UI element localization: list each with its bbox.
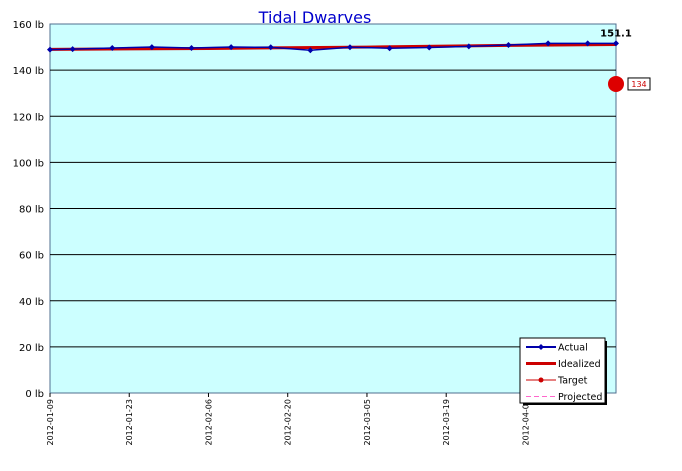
y-tick-label: 140 lb bbox=[13, 66, 44, 77]
y-axis-ticks: 0 lb 20 lb 40 lb 60 lb 80 lb 100 lb 120 lb 140 … bbox=[13, 20, 44, 400]
y-tick-label: 0 lb bbox=[25, 389, 44, 400]
x-axis-ticks: 2012-01-09 2012-01-23 2012-02-06 2012-02-20… bbox=[46, 393, 530, 446]
x-tick-label: 2012-02-06 bbox=[204, 399, 213, 446]
x-tick-label: 2012-04-02 bbox=[521, 399, 530, 446]
legend-shadow bbox=[605, 341, 607, 405]
actual-point bbox=[426, 44, 433, 51]
x-tick-label: 2012-02-20 bbox=[284, 399, 293, 446]
actual-point bbox=[386, 45, 393, 52]
legend-marker-target bbox=[538, 377, 544, 383]
actual-line bbox=[49, 42, 616, 52]
x-tick-label: 2012-03-05 bbox=[363, 399, 372, 446]
legend-label-idealized: Idealized bbox=[558, 359, 601, 370]
y-tick-label: 120 lb bbox=[13, 112, 44, 123]
y-tick-label: 160 lb bbox=[13, 20, 44, 31]
actual-point bbox=[346, 44, 353, 51]
legend: Actual Idealized Target Projected bbox=[519, 337, 607, 405]
x-tick-label: 2012-03-19 bbox=[442, 399, 451, 446]
chart-title: Tidal Dwarves bbox=[258, 8, 372, 27]
actual-point bbox=[109, 44, 116, 51]
legend-label-actual: Actual bbox=[558, 343, 588, 354]
y-tick-label: 20 lb bbox=[19, 343, 44, 354]
legend-label-target: Target bbox=[557, 376, 588, 387]
actual-point bbox=[148, 44, 155, 51]
y-tick-label: 60 lb bbox=[19, 251, 44, 262]
last-value-label: 151.1 bbox=[600, 29, 632, 40]
target-marker bbox=[608, 75, 624, 92]
actual-point bbox=[613, 40, 619, 47]
y-tick-label: 100 lb bbox=[13, 158, 44, 169]
actual-point bbox=[307, 47, 314, 54]
target-marker-label: 134 bbox=[631, 80, 646, 89]
y-tick-label: 40 lb bbox=[19, 297, 44, 308]
actual-point bbox=[228, 44, 235, 51]
actual-point bbox=[267, 44, 274, 51]
actual-point bbox=[584, 40, 591, 47]
actual-point bbox=[505, 41, 512, 48]
y-tick-label: 80 lb bbox=[19, 205, 44, 216]
actual-point bbox=[188, 44, 195, 51]
legend-label-projected: Projected bbox=[558, 392, 602, 403]
legend-shadow bbox=[523, 403, 607, 405]
legend-box bbox=[519, 337, 606, 404]
series-layer bbox=[47, 40, 619, 54]
target-marker-box bbox=[627, 77, 651, 91]
x-tick-label: 2012-01-09 bbox=[46, 399, 55, 446]
actual-point bbox=[69, 46, 76, 53]
actual-point bbox=[545, 40, 552, 47]
annotations: 151.1 134 bbox=[600, 29, 651, 92]
actual-point bbox=[47, 46, 53, 53]
legend-marker-actual bbox=[538, 344, 544, 350]
x-tick-label: 2012-01-23 bbox=[125, 399, 134, 446]
actual-point bbox=[465, 43, 472, 50]
